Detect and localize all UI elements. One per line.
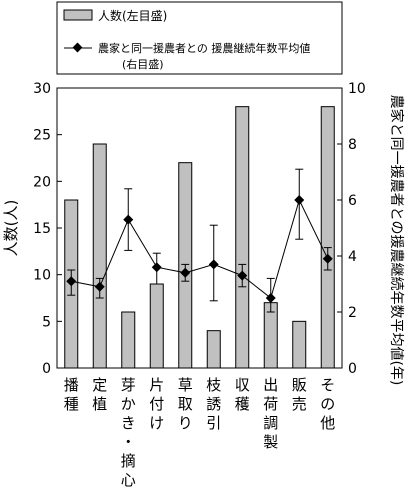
category-label-9: その他 [320,376,335,432]
y-axis-right-title: 農家と同一援農者との援農継続年数平均値(年) [388,95,405,386]
legend-line-marker [72,42,83,53]
line-markers [66,195,333,303]
legend-bar-label: 人数(左目盛) [98,8,167,23]
y-axis-left-title: 人数(人) [2,200,20,257]
category-label-char: り [178,414,193,432]
y-right-tick-label: 6 [348,193,357,209]
category-label-char: か [121,395,136,413]
bar-1 [92,143,107,369]
y-left-tick-label: 10 [33,268,51,284]
y-right-tick-label: 2 [348,305,357,321]
category-label-1: 定植 [92,376,107,413]
legend-line-label-2: (右目盛) [122,57,164,71]
category-label-char: 摘 [121,452,136,470]
category-label-char: け [149,414,164,432]
category-label-char: そ [320,376,335,394]
line-point-7 [265,293,276,303]
category-label-char: 誘 [206,395,221,413]
y-left-tick-label: 0 [42,361,51,377]
bar-5 [206,330,221,369]
category-label-char: 草 [178,376,193,394]
category-label-char: ・ [121,433,136,451]
line-point-3 [151,262,162,273]
line-point-9 [322,253,333,264]
y-left-tick-label: 5 [42,314,51,330]
category-label-char: 植 [92,395,107,413]
line-point-1 [94,281,105,292]
category-label-char: 取 [178,395,193,413]
bar-6 [235,106,250,369]
category-label-8: 販売 [292,376,307,413]
bar-3 [149,283,164,369]
y-axis-right-ticks: 0 2 4 6 8 10 [337,81,366,377]
category-label-char: き [121,414,136,432]
category-label-char: 播 [64,376,79,394]
category-label-char: の [320,395,335,413]
y-axis-left-ticks: 0 5 10 15 20 25 30 [33,81,62,377]
legend-line-label-1: 農家と同一援農者との 援農継続年数平均値 [98,41,310,55]
line-point-5 [208,259,219,270]
category-label-char: 売 [292,395,307,413]
line-point-2 [123,214,134,225]
legend-bar-swatch [63,9,93,21]
category-label-char: 出 [263,376,278,394]
line-point-6 [237,270,248,281]
category-label-char: 種 [64,395,79,413]
category-label-char: 定 [92,376,107,394]
category-label-5: 枝誘引 [206,376,221,432]
y-right-tick-label: 4 [348,249,357,265]
category-label-char: 他 [320,414,335,432]
bars [64,106,335,369]
category-label-char: 収 [235,376,250,394]
category-label-char: 引 [206,414,221,432]
y-left-tick-label: 30 [33,81,51,97]
category-label-0: 播種 [64,376,79,413]
bar-9 [320,106,335,369]
category-label-char: 調 [263,414,278,432]
category-label-3: 片付け [149,376,164,432]
bar-2 [121,311,136,369]
y-right-tick-label: 10 [348,81,366,97]
line-point-4 [180,267,191,278]
y-left-tick-label: 25 [33,128,51,144]
category-label-char: 枝 [206,376,221,394]
category-label-4: 草取り [178,376,193,432]
bar-8 [292,320,307,369]
legend: 人数(左目盛) 農家と同一援農者との 援農継続年数平均値 (右目盛) [56,1,343,75]
y-right-tick-label: 8 [348,137,357,153]
category-label-char: 芽 [121,376,136,394]
y-right-tick-label: 0 [348,361,357,377]
category-label-char: 片 [149,376,164,394]
y-left-tick-label: 20 [33,174,51,190]
line-point-8 [294,195,305,205]
category-label-char: 心 [121,471,136,489]
y-left-tick-label: 15 [33,221,51,237]
category-label-char: 荷 [263,395,278,413]
error-bars [67,168,332,313]
category-label-6: 収穫 [235,376,250,413]
category-label-char: 穫 [235,395,250,413]
category-label-char: 販 [292,376,307,394]
line-point-0 [66,276,77,287]
legend-box [56,1,343,75]
category-label-char: 付 [149,395,164,413]
series-line [71,198,329,299]
category-label-2: 芽かき・摘心 [121,376,136,489]
category-label-char: 製 [263,433,278,451]
plot-frame [56,87,343,369]
